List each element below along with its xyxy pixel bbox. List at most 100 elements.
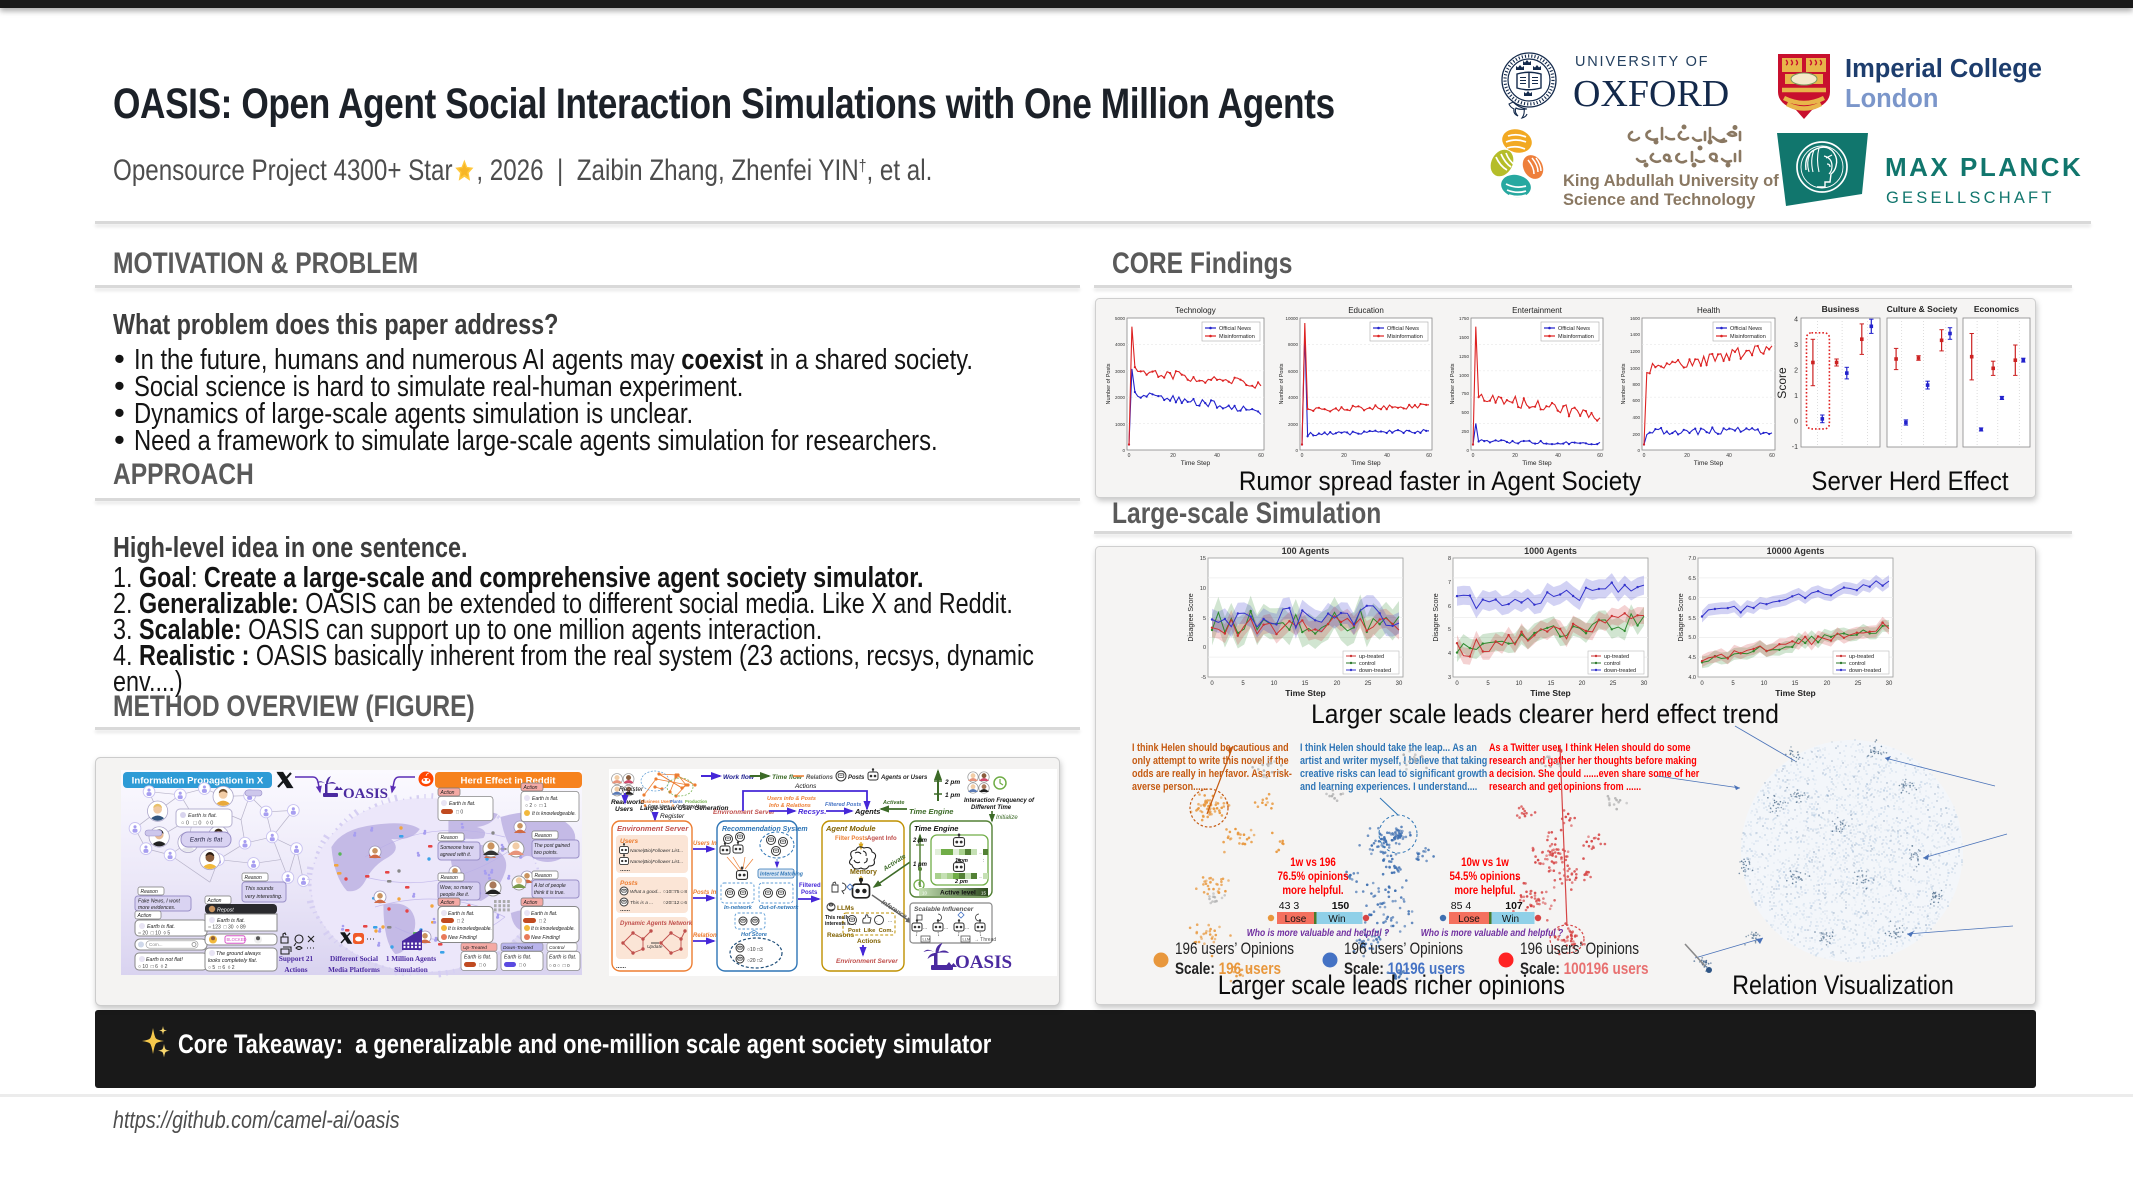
svg-text:○ 0 ○ □ 0: ○ 0 ○ □ 0 <box>549 963 570 969</box>
svg-text:40: 40 <box>1384 453 1390 459</box>
svg-text:600: 600 <box>1632 398 1640 403</box>
svg-text:Actions: Actions <box>284 966 307 974</box>
svg-text:20: 20 <box>1334 681 1341 687</box>
svg-text:control: control <box>1359 661 1376 667</box>
svg-text:20: 20 <box>1341 453 1347 459</box>
svg-text:Time Step: Time Step <box>1530 688 1570 698</box>
svg-text:OXFORD: OXFORD <box>1573 73 1729 115</box>
svg-text:Misinformation: Misinformation <box>1558 334 1594 340</box>
svg-text:1200: 1200 <box>1630 349 1641 354</box>
svg-text:4000: 4000 <box>1288 395 1299 400</box>
svg-text:□ 2: □ 2 <box>457 919 464 925</box>
svg-text:more helpful.: more helpful. <box>1454 884 1515 897</box>
svg-text:○10 □3: ○10 □3 <box>747 947 763 953</box>
svg-text:15: 15 <box>1792 681 1799 687</box>
svg-text:2: 2 <box>1794 368 1798 375</box>
svg-text:6.5: 6.5 <box>1688 576 1696 582</box>
svg-text:Misinformation: Misinformation <box>1387 334 1423 340</box>
svg-text:Simulation: Simulation <box>394 966 428 974</box>
svg-text:1000: 1000 <box>1115 422 1126 427</box>
svg-text:up-treated: up-treated <box>1849 654 1874 660</box>
svg-text:...: ... <box>965 925 969 931</box>
svg-text:Activate: Activate <box>882 800 904 806</box>
svg-text:Action: Action <box>523 900 538 906</box>
svg-text:Number of Posts: Number of Posts <box>1279 363 1285 404</box>
svg-text:agreed with it.: agreed with it. <box>440 852 471 858</box>
svg-text:Update: Update <box>647 944 663 950</box>
svg-text:15: 15 <box>1302 681 1309 687</box>
svg-text:King Abdullah University of: King Abdullah University of <box>1563 172 1779 190</box>
svg-text:Server Herd Effect: Server Herd Effect <box>1811 467 2008 497</box>
svg-text:0: 0 <box>1643 453 1646 459</box>
svg-text:up-treated: up-treated <box>1604 654 1629 660</box>
svg-text:Time flow: Time flow <box>772 774 803 781</box>
svg-text:1000: 1000 <box>1459 373 1470 378</box>
svg-text:5.5: 5.5 <box>1688 616 1696 622</box>
svg-text:4: 4 <box>1794 317 1798 324</box>
svg-text:Win: Win <box>1328 914 1345 925</box>
svg-text:Disagree Score: Disagree Score <box>1678 593 1685 641</box>
svg-text:1400: 1400 <box>1630 332 1641 337</box>
svg-text:54.5% opinions: 54.5% opinions <box>1449 870 1520 883</box>
svg-text:BLOCKED: BLOCKED <box>227 937 247 942</box>
svg-text:Action: Action <box>440 900 455 906</box>
svg-text:25: 25 <box>1855 681 1862 687</box>
svg-text:...: ... <box>979 874 982 879</box>
svg-text:Posts: Posts <box>801 890 818 896</box>
svg-text:Wow, so many: Wow, so many <box>440 885 473 891</box>
svg-text:Earth is flat.: Earth is flat. <box>448 911 474 917</box>
svg-text:Larger scale leads clearer her: Larger scale leads clearer herd effect t… <box>1311 700 1779 729</box>
svg-text:Action: Action <box>440 790 455 796</box>
svg-text:Who is more valuable and helpf: Who is more valuable and helpful ? <box>1247 927 1390 938</box>
svg-text:1500: 1500 <box>1459 335 1470 340</box>
svg-text:Agents: Agents <box>854 807 880 816</box>
svg-text:4.5: 4.5 <box>1688 655 1696 661</box>
svg-text:Reasons: Reasons <box>827 932 854 939</box>
svg-text:3: 3 <box>1794 342 1798 349</box>
svg-text:60: 60 <box>1597 453 1603 459</box>
svg-text:OASIS: OASIS <box>955 952 1012 973</box>
svg-text:and learning experiences. I un: and learning experiences. I understand..… <box>1300 781 1477 793</box>
svg-text:Plants: Plants <box>670 799 683 804</box>
svg-text:5: 5 <box>1731 681 1735 687</box>
svg-text:10w vs 1w: 10w vs 1w <box>1461 856 1509 869</box>
svg-text:1600: 1600 <box>1630 316 1641 321</box>
svg-text:This really: This really <box>825 915 850 921</box>
svg-text:30: 30 <box>1641 681 1648 687</box>
svg-text:looks completely flat.: looks completely flat. <box>208 958 257 964</box>
svg-text:2000: 2000 <box>1288 422 1299 427</box>
svg-text:150: 150 <box>1332 900 1350 912</box>
svg-text:25: 25 <box>1365 681 1372 687</box>
svg-text:Herd Effect in Reddit: Herd Effect in Reddit <box>461 776 557 787</box>
svg-text:Economics: Economics <box>1974 304 2020 314</box>
svg-text:43 3: 43 3 <box>1279 900 1300 912</box>
svg-text:Ordinary User: Ordinary User <box>676 804 706 809</box>
svg-text:London: London <box>1845 85 1938 113</box>
svg-text:Environment Server: Environment Server <box>836 958 898 965</box>
svg-text:Reason: Reason <box>245 875 262 881</box>
svg-text:Earth is flat.: Earth is flat. <box>449 801 475 807</box>
svg-text:5: 5 <box>1486 681 1490 687</box>
svg-text:1000: 1000 <box>1630 366 1641 371</box>
svg-text:10: 10 <box>922 891 928 896</box>
svg-text:I think Helen should take the: I think Helen should take the leap... As… <box>1300 742 1477 754</box>
svg-text:Reason: Reason <box>535 833 552 839</box>
svg-text:Business Users: Business Users <box>641 799 673 804</box>
svg-text:Action: Action <box>207 898 222 904</box>
svg-text:Media Platforms: Media Platforms <box>328 966 380 974</box>
svg-text:30: 30 <box>1886 681 1893 687</box>
svg-text:Earth is flat.: Earth is flat. <box>217 918 245 924</box>
svg-text:1: 1 <box>1794 393 1798 400</box>
svg-text:Larger scale leads richer opin: Larger scale leads richer opinions <box>1218 970 1565 1000</box>
svg-text:Science and Technology: Science and Technology <box>1563 191 1756 209</box>
svg-text:Lose: Lose <box>1285 914 1307 925</box>
svg-text:1000 Agents: 1000 Agents <box>1524 546 1577 556</box>
svg-text:20: 20 <box>1579 681 1586 687</box>
svg-text:40: 40 <box>1726 453 1732 459</box>
svg-text:0: 0 <box>1637 448 1640 453</box>
svg-text:□ 0: □ 0 <box>456 810 463 816</box>
svg-text:5: 5 <box>1241 681 1245 687</box>
svg-text:-1: -1 <box>1792 444 1798 451</box>
svg-text:0: 0 <box>1794 419 1798 426</box>
svg-text:Repost: Repost <box>217 908 234 914</box>
